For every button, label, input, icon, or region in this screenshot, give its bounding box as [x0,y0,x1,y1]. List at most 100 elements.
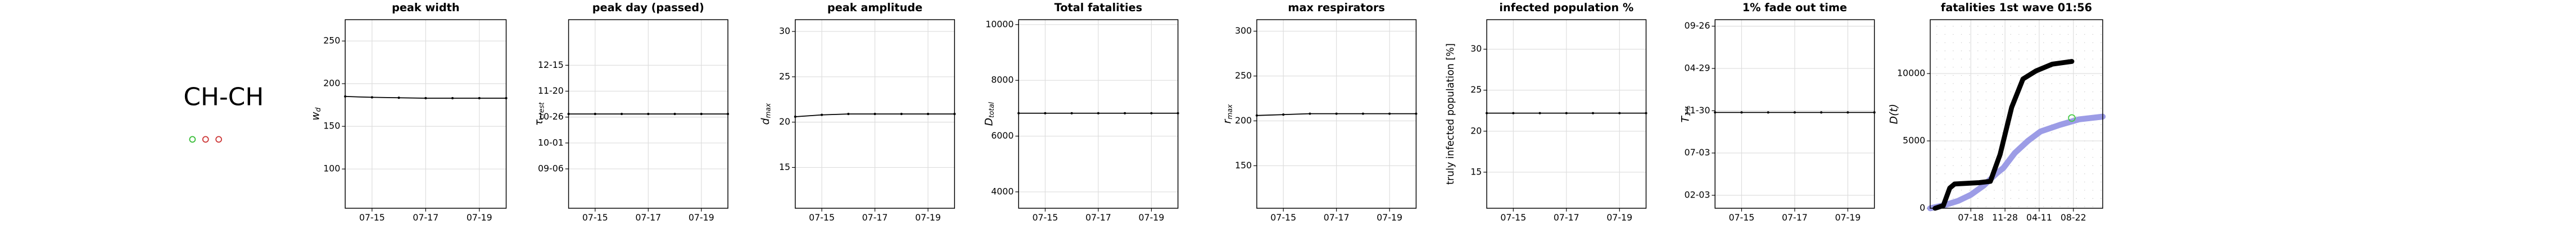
data-point [594,113,596,116]
grid-dot [1936,198,1937,199]
grid-dot [2002,42,2003,43]
data-point [1309,112,1311,115]
grid-dot [1977,75,1979,76]
grid-dot [1969,91,1970,93]
grid-dot [2002,75,2003,76]
data-point [700,113,703,116]
data-point [424,97,427,100]
y-axis-label-symbol: D [983,118,995,126]
data-point [1097,112,1100,114]
data-point [1124,112,1126,114]
grid-dot [2059,91,2061,93]
data-point [1793,111,1796,114]
data-point [1767,111,1769,114]
x-tick-label: 07-19 [915,212,941,223]
y-axis-label: T1% [1679,105,1691,123]
data-point [1150,112,1153,114]
grid-dot [2059,165,2061,166]
grid-dot [2059,34,2061,35]
data-point [1592,112,1595,114]
data-point [397,97,400,99]
y-tick-label: 200 [323,78,340,89]
y-axis-label-subscript: crest [537,102,545,120]
grid-dot [2018,75,2020,76]
grid-dot [2084,91,2085,93]
grid-dot [2018,34,2020,35]
grid-dot [1969,75,1970,76]
x-tick-label: 07-15 [1729,212,1755,223]
grid-dot [2043,91,2044,93]
grid-dot [1969,58,1970,59]
data-point [673,113,676,116]
grid-dot [2100,83,2102,84]
y-tick-label: 250 [323,35,340,46]
grid-dot [1961,58,1962,59]
dot-grid [1936,26,2102,207]
grid-dot [1977,91,1979,93]
y-tick-label: 09-06 [538,163,564,173]
chart-title: fatalities 1st wave 01:56 [1941,1,2092,14]
status-dot [202,136,209,143]
y-tick-label: 300 [1235,25,1252,36]
grid-dot [1961,75,1962,76]
x-tick-label: 07-17 [1085,212,1111,223]
y-tick-label: 150 [1235,160,1252,171]
grid-dot [2100,75,2102,76]
grid-dot [2043,173,2044,175]
axes-frame [345,19,507,209]
axes-frame [1714,19,1875,209]
data-point [1618,112,1621,114]
grid-dot [1936,75,1937,76]
status-dot [215,136,222,143]
grid-dot [2043,83,2044,84]
grid-dot [2100,173,2102,175]
grid-dot [2059,198,2061,199]
grid-dot [1977,173,1979,175]
grid-dot [2018,58,2020,59]
y-axis-label-symbol: τ [533,119,545,126]
grid-dot [1936,42,1937,43]
grid-dot [2043,34,2044,35]
grid-dot [1936,116,1937,117]
grid-dot [2043,58,2044,59]
x-tick-label: 07-15 [1500,212,1526,223]
grid-dot [2084,157,2085,158]
data-point [1820,111,1823,114]
grid-dot [2043,75,2044,76]
x-tick-label: 07-19 [1377,212,1402,223]
grid-dot [2002,173,2003,175]
grid-dot [2084,165,2085,166]
grid-dot [1977,116,1979,117]
grid-dot [2059,83,2061,84]
data-point [621,113,623,116]
grid-dot [2002,91,2003,93]
grid-dot [2084,34,2085,35]
data-point [847,113,850,116]
y-tick-label: 100 [323,163,340,174]
y-tick-label: 11-30 [1685,105,1710,116]
grid-dot [2059,157,2061,158]
grid-dot [1977,34,1979,35]
data-point [821,113,823,116]
grid-dot [2059,116,2061,117]
x-tick-label: 07-17 [1554,212,1579,223]
x-tick-label: 04-11 [2026,212,2052,223]
grid-dot [1961,157,1962,158]
grid-dot [2084,132,2085,134]
grid-dot [1961,42,1962,43]
chart-title: infected population % [1499,1,1633,14]
grid-dot [1961,34,1962,35]
data-point [647,113,650,116]
y-tick-label: 20 [779,116,790,127]
grid-dot [1936,83,1937,84]
grid-dot [1936,132,1937,134]
grid-dot [2059,206,2061,207]
grid-dot [2043,42,2044,43]
grid-dot [1961,91,1962,93]
y-tick-label: 20 [1470,125,1482,136]
y-axis-label: rmax [1221,104,1233,123]
data-point [1512,112,1515,114]
grid-dot [1977,165,1979,166]
